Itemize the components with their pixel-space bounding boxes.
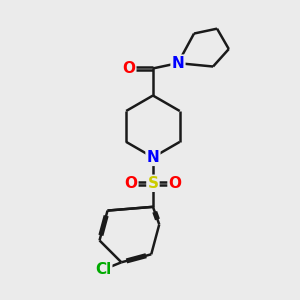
Text: S: S xyxy=(147,176,158,191)
Text: O: O xyxy=(169,176,182,191)
Text: O: O xyxy=(122,61,135,76)
Text: Cl: Cl xyxy=(95,262,111,277)
Text: O: O xyxy=(124,176,137,191)
Text: N: N xyxy=(147,150,159,165)
Text: N: N xyxy=(172,56,184,70)
